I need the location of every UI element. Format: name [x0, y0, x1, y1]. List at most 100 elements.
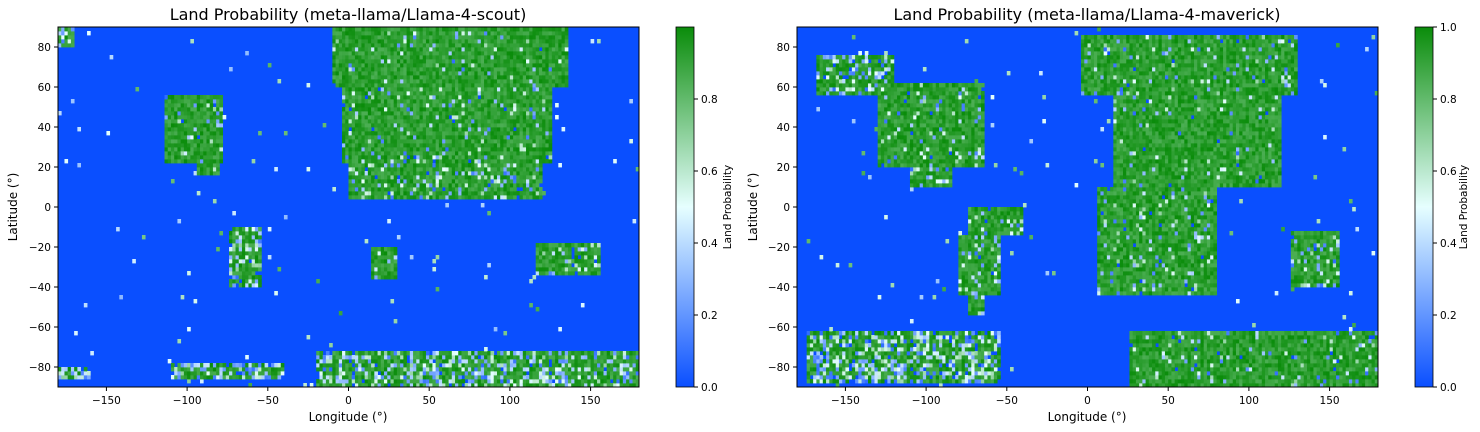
heatmap-cell: [235, 251, 240, 256]
heatmap-cell: [471, 375, 475, 380]
heatmap-cell: [193, 299, 198, 304]
heatmap-cell: [496, 127, 501, 132]
heatmap-cell: [445, 151, 449, 156]
heatmap-cell: [77, 371, 81, 376]
heatmap-cell: [477, 91, 482, 96]
heatmap-cell: [409, 35, 414, 40]
heatmap-cell: [371, 171, 375, 176]
heatmap-cell: [842, 339, 846, 344]
heatmap-cell: [345, 103, 349, 108]
heatmap-cell: [422, 147, 427, 152]
heatmap-cell: [406, 107, 411, 112]
heatmap-cell: [190, 107, 194, 112]
heatmap-cell: [545, 247, 550, 252]
heatmap-cell: [200, 143, 204, 148]
heatmap-cell: [335, 367, 340, 372]
heatmap-cell: [835, 371, 840, 376]
heatmap-cell: [464, 363, 469, 368]
heatmap-cell: [338, 67, 343, 72]
heatmap-cell: [251, 243, 256, 248]
heatmap-cell: [496, 103, 501, 108]
heatmap-cell: [509, 183, 514, 188]
heatmap-cell: [371, 87, 375, 92]
heatmap-cell: [503, 147, 508, 152]
heatmap-cell: [564, 59, 569, 64]
heatmap-cell: [464, 383, 469, 388]
heatmap-cell: [445, 155, 449, 160]
heatmap-cell: [829, 63, 833, 68]
heatmap-cell: [258, 371, 262, 376]
heatmap-cell: [529, 367, 533, 372]
heatmap-cell: [490, 143, 495, 148]
heatmap-cell: [367, 67, 372, 72]
heatmap-cell: [587, 259, 591, 264]
heatmap-cell: [306, 83, 311, 88]
heatmap-cell: [597, 267, 601, 272]
heatmap-cell: [819, 379, 824, 384]
heatmap-cell: [335, 71, 340, 76]
heatmap-cell: [216, 159, 220, 164]
heatmap-cell: [535, 167, 540, 172]
heatmap-cell: [432, 99, 437, 104]
heatmap-cell: [816, 347, 820, 352]
heatmap-cell: [835, 367, 840, 372]
heatmap-cell: [551, 83, 556, 88]
heatmap-cell: [335, 379, 340, 384]
heatmap-cell: [845, 363, 850, 368]
heatmap-cell: [516, 31, 520, 36]
heatmap-cell: [829, 351, 833, 356]
heatmap-cell: [471, 135, 475, 140]
heatmap-cell: [461, 43, 466, 48]
heatmap-cell: [819, 79, 824, 84]
heatmap-cell: [367, 31, 372, 36]
heatmap-cell: [396, 75, 401, 80]
heatmap-cell: [490, 43, 495, 48]
heatmap-cell: [83, 303, 88, 308]
heatmap-cell: [593, 379, 598, 384]
heatmap-cell: [606, 371, 611, 376]
heatmap-cell: [164, 135, 169, 140]
heatmap-cell: [367, 47, 372, 52]
heatmap-cell: [555, 267, 559, 272]
heatmap-cell: [364, 375, 369, 380]
heatmap-cell: [384, 59, 388, 64]
heatmap-cell: [455, 123, 459, 128]
heatmap-cell: [432, 175, 437, 180]
heatmap-cell: [338, 35, 343, 40]
heatmap-cell: [845, 379, 850, 384]
heatmap-cell: [335, 55, 340, 60]
heatmap-cell: [416, 107, 420, 112]
heatmap-cell: [555, 359, 559, 364]
heatmap-cell: [248, 279, 253, 284]
heatmap-cell: [551, 39, 556, 44]
heatmap-cell: [400, 31, 404, 36]
heatmap-cell: [635, 371, 640, 376]
heatmap-cell: [432, 355, 437, 360]
heatmap-cell: [367, 151, 372, 156]
heatmap-cell: [448, 351, 453, 356]
heatmap-cell: [354, 155, 359, 160]
heatmap-cell: [474, 39, 479, 44]
heatmap-cell: [480, 191, 485, 196]
heatmap-cell: [526, 355, 530, 360]
heatmap-cell: [822, 331, 827, 336]
heatmap-cell: [400, 359, 404, 364]
heatmap-cell: [377, 363, 382, 368]
heatmap-cell: [451, 87, 456, 92]
heatmap-cell: [819, 75, 824, 80]
heatmap-cell: [396, 95, 401, 100]
heatmap-cell: [474, 35, 479, 40]
heatmap-cell: [400, 187, 404, 192]
heatmap-cell: [425, 167, 430, 172]
heatmap-cell: [816, 331, 820, 336]
heatmap-cell: [345, 151, 349, 156]
heatmap-cell: [532, 63, 537, 68]
heatmap-cell: [419, 151, 424, 156]
heatmap-cell: [545, 359, 550, 364]
heatmap-cell: [535, 51, 540, 56]
heatmap-cell: [613, 367, 617, 372]
heatmap-cell: [845, 367, 850, 372]
heatmap-cell: [464, 147, 469, 152]
heatmap-cell: [474, 151, 479, 156]
heatmap-cell: [509, 163, 514, 168]
